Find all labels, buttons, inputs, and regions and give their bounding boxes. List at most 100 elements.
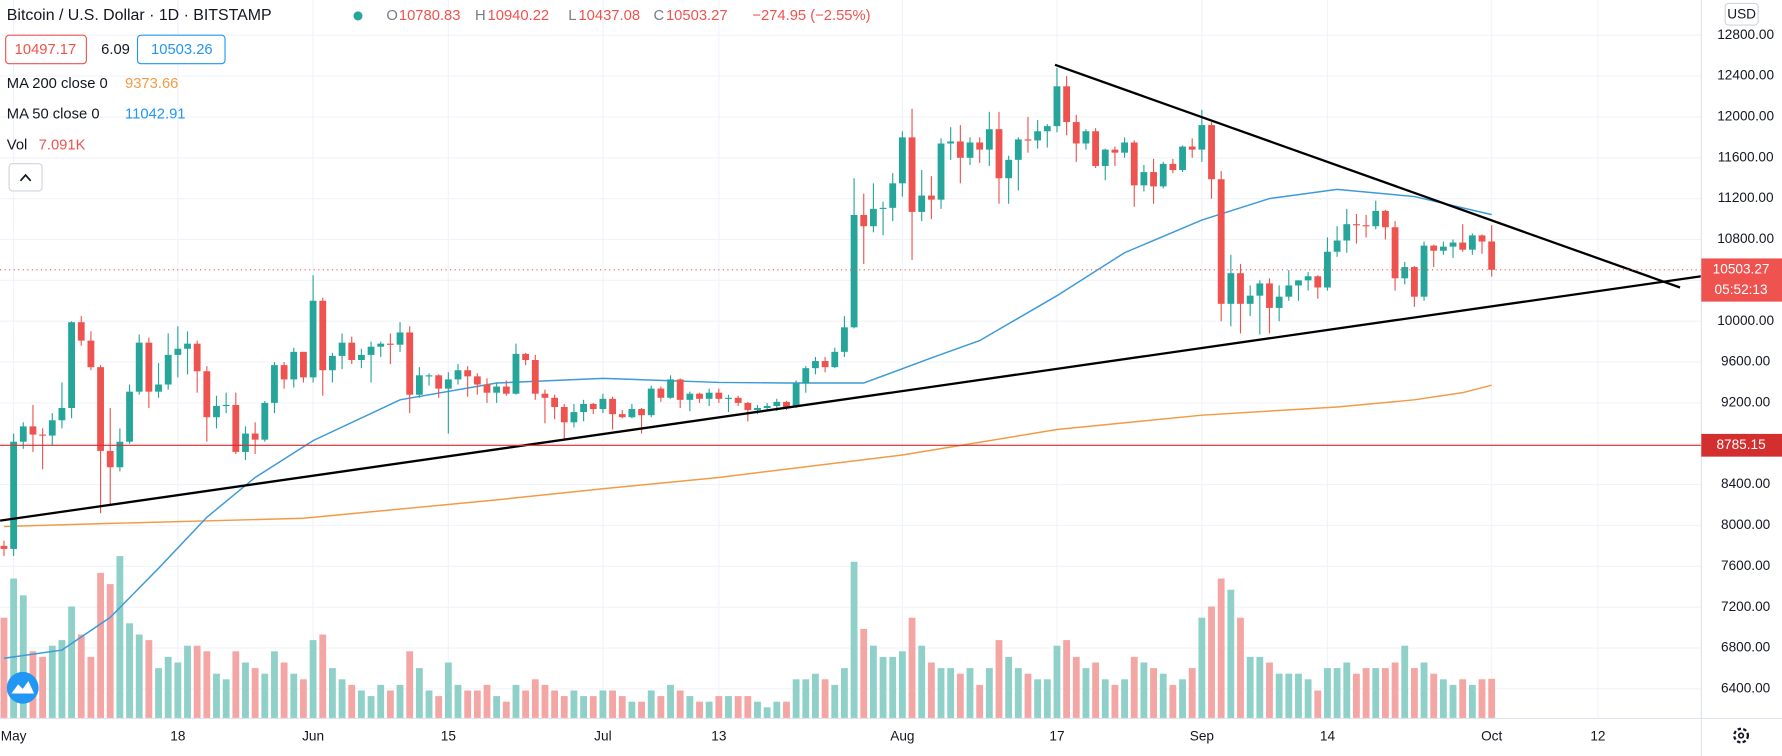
- volume-bar: [1043, 679, 1051, 719]
- y-tick-label: 9200.00: [1721, 394, 1771, 409]
- collapse-button[interactable]: [8, 163, 43, 192]
- candle-body: [609, 398, 616, 415]
- y-tick-label: 10800.00: [1717, 231, 1774, 246]
- candle-body: [193, 343, 201, 372]
- volume-bar: [1092, 662, 1100, 719]
- y-tick-label: 12000.00: [1717, 109, 1774, 124]
- x-tick-label: Sep: [1190, 728, 1214, 743]
- indicator-label: MA 200 close 0: [7, 76, 108, 92]
- candle-body: [1237, 273, 1244, 304]
- volume-bar: [58, 640, 66, 719]
- candle-body: [927, 195, 935, 200]
- volume-bar: [1140, 662, 1148, 719]
- volume-bar: [348, 684, 356, 719]
- volume-bar: [985, 668, 993, 719]
- volume-bar: [580, 696, 588, 719]
- candle-body: [232, 404, 240, 452]
- bid-box[interactable]: [5, 34, 87, 65]
- candle-body: [493, 386, 501, 393]
- candle-body: [783, 401, 790, 407]
- candle-body: [58, 408, 66, 421]
- volume-bar: [889, 656, 897, 719]
- volume-bar: [145, 640, 153, 719]
- candle-body: [763, 405, 771, 409]
- candle-body: [1179, 146, 1186, 171]
- volume-bar: [271, 651, 278, 719]
- volume-bar: [213, 673, 220, 719]
- volume-bar: [754, 701, 761, 719]
- candle-body: [560, 406, 568, 423]
- volume-bar: [1382, 668, 1389, 719]
- volume-bar: [609, 690, 616, 719]
- candle-body: [773, 401, 781, 406]
- volume-bar: [956, 673, 964, 719]
- candle-body: [1198, 125, 1206, 150]
- candle-body: [106, 450, 114, 468]
- plot-area: [0, 0, 1702, 719]
- volume-bar: [48, 645, 56, 719]
- candle-body: [367, 346, 375, 355]
- candle-body: [1169, 163, 1177, 171]
- candle-body: [908, 137, 916, 212]
- volume-bar: [242, 662, 249, 719]
- ask: 10503.26: [151, 42, 213, 58]
- candle-body: [522, 353, 530, 361]
- volume-bar: [1285, 673, 1293, 719]
- volume-bar: [1217, 578, 1225, 719]
- candle-body: [1014, 139, 1022, 160]
- candle-body: [1053, 86, 1061, 127]
- volume-bar: [792, 679, 800, 719]
- volume-bar: [1246, 656, 1254, 719]
- settings-gear[interactable]: [1733, 727, 1750, 744]
- candle-body: [966, 142, 974, 158]
- volume-bar: [927, 662, 935, 719]
- y-tick-label: 8400.00: [1721, 476, 1771, 491]
- ohlc-prefix: L: [568, 8, 576, 24]
- candle-body: [454, 370, 462, 380]
- candle-body: [10, 441, 18, 549]
- x-tick-label: 17: [1049, 728, 1064, 743]
- volume-bar: [763, 707, 771, 719]
- candle-body: [319, 300, 327, 371]
- volume-bar: [976, 684, 984, 719]
- candle-body: [97, 367, 104, 451]
- volume-bar: [512, 684, 520, 719]
- candle-body: [222, 404, 230, 407]
- candle-body: [1043, 126, 1051, 132]
- volume-bar: [1295, 673, 1302, 719]
- candle-body: [425, 375, 433, 377]
- hline-price-label: 8785.15: [1716, 437, 1765, 452]
- volume-bar: [193, 645, 201, 719]
- candle-body: [1101, 149, 1109, 166]
- candle-body: [1333, 240, 1341, 252]
- volume-bar: [155, 668, 162, 719]
- volume-bar: [1324, 668, 1331, 719]
- candle-body: [638, 409, 645, 416]
- candle-body: [213, 405, 220, 418]
- trend-line: [0, 275, 1702, 522]
- ohlc-prefix: O: [386, 8, 397, 24]
- candle-body: [280, 365, 288, 380]
- candle-body: [164, 354, 172, 385]
- volume-bar: [87, 656, 95, 719]
- x-tick-label: 14: [1320, 728, 1336, 743]
- y-tick-label: 7200.00: [1721, 599, 1771, 614]
- candle-body: [744, 402, 752, 411]
- candle-body: [348, 342, 356, 361]
- volume-bar: [715, 696, 723, 719]
- currency-box[interactable]: [1724, 2, 1759, 26]
- ask-box[interactable]: [136, 34, 226, 65]
- candle-body: [1150, 172, 1157, 187]
- candle-body: [309, 300, 317, 378]
- candle-body: [512, 353, 520, 394]
- moving-average: [3, 188, 1492, 659]
- candle-body: [377, 343, 385, 347]
- candle-body: [1430, 245, 1438, 251]
- indicator-label: MA 50 close 0: [7, 107, 100, 123]
- volume-bar: [203, 651, 211, 719]
- volume-bar: [541, 684, 549, 719]
- volume-bar: [174, 662, 182, 719]
- volume-bar: [995, 640, 1003, 719]
- logo[interactable]: [6, 671, 39, 704]
